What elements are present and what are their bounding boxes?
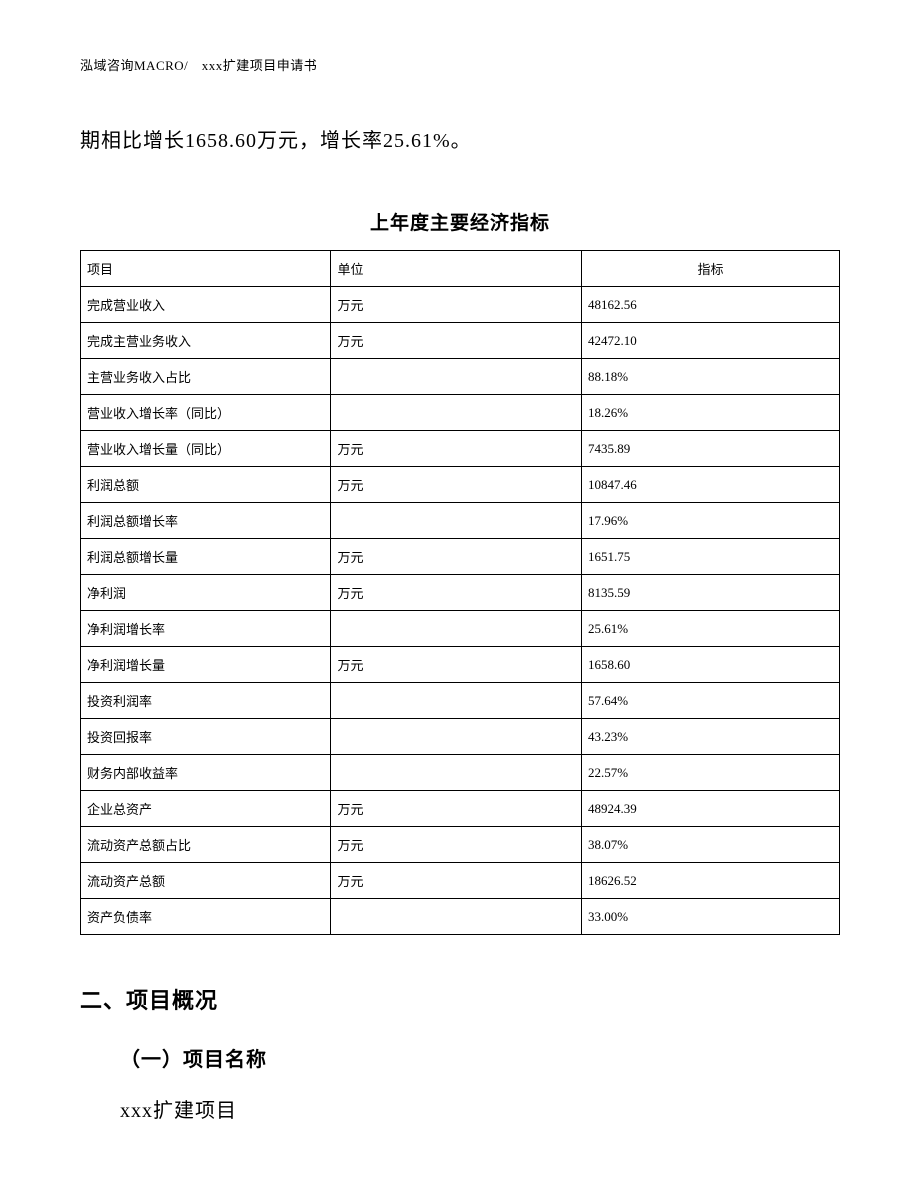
table-row: 完成营业收入万元48162.56 [81,287,840,323]
cell-value: 10847.46 [581,467,839,503]
cell-value: 18.26% [581,395,839,431]
cell-unit: 万元 [331,539,581,575]
cell-project-name: 企业总资产 [81,791,331,827]
cell-project-name: 净利润 [81,575,331,611]
financial-indicators-table: 项目 单位 指标 完成营业收入万元48162.56完成主营业务收入万元42472… [80,250,840,935]
cell-value: 1658.60 [581,647,839,683]
table-row: 利润总额万元10847.46 [81,467,840,503]
table-row: 完成主营业务收入万元42472.10 [81,323,840,359]
project-name-text: xxx扩建项目 [120,1094,840,1123]
cell-unit: 万元 [331,287,581,323]
cell-value: 48924.39 [581,791,839,827]
cell-unit: 万元 [331,827,581,863]
cell-unit [331,395,581,431]
cell-unit: 万元 [331,323,581,359]
cell-project-name: 主营业务收入占比 [81,359,331,395]
cell-value: 1651.75 [581,539,839,575]
cell-project-name: 净利润增长率 [81,611,331,647]
page-content: 泓域咨询MACRO/ xxx扩建项目申请书 期相比增长1658.60万元，增长率… [0,0,920,1163]
cell-value: 57.64% [581,683,839,719]
table-row: 流动资产总额万元18626.52 [81,863,840,899]
cell-project-name: 流动资产总额 [81,863,331,899]
table-row: 营业收入增长量（同比）万元7435.89 [81,431,840,467]
cell-unit: 万元 [331,431,581,467]
document-header: 泓域咨询MACRO/ xxx扩建项目申请书 [80,55,840,74]
table-row: 财务内部收益率 22.57% [81,755,840,791]
cell-value: 22.57% [581,755,839,791]
table-header-row: 项目 单位 指标 [81,251,840,287]
cell-unit [331,899,581,935]
cell-project-name: 资产负债率 [81,899,331,935]
table-row: 利润总额增长率 17.96% [81,503,840,539]
cell-value: 17.96% [581,503,839,539]
table-row: 资产负债率 33.00% [81,899,840,935]
cell-project-name: 利润总额增长量 [81,539,331,575]
table-row: 利润总额增长量万元1651.75 [81,539,840,575]
cell-unit [331,755,581,791]
cell-unit: 万元 [331,575,581,611]
table-row: 主营业务收入占比 88.18% [81,359,840,395]
cell-value: 48162.56 [581,287,839,323]
cell-value: 25.61% [581,611,839,647]
cell-unit [331,683,581,719]
cell-project-name: 完成营业收入 [81,287,331,323]
table-row: 企业总资产万元48924.39 [81,791,840,827]
cell-unit [331,719,581,755]
cell-value: 18626.52 [581,863,839,899]
cell-value: 42472.10 [581,323,839,359]
cell-unit: 万元 [331,467,581,503]
cell-unit [331,359,581,395]
cell-value: 38.07% [581,827,839,863]
column-header-unit: 单位 [331,251,581,287]
cell-value: 33.00% [581,899,839,935]
cell-project-name: 投资回报率 [81,719,331,755]
cell-project-name: 完成主营业务收入 [81,323,331,359]
table-row: 流动资产总额占比万元38.07% [81,827,840,863]
cell-project-name: 营业收入增长量（同比） [81,431,331,467]
cell-unit [331,611,581,647]
cell-value: 43.23% [581,719,839,755]
table-row: 净利润增长率 25.61% [81,611,840,647]
cell-unit: 万元 [331,647,581,683]
table-title: 上年度主要经济指标 [80,208,840,235]
table-row: 投资利润率 57.64% [81,683,840,719]
table-row: 投资回报率 43.23% [81,719,840,755]
table-row: 净利润万元8135.59 [81,575,840,611]
column-header-project: 项目 [81,251,331,287]
cell-unit: 万元 [331,863,581,899]
subsection-heading: （一）项目名称 [120,1043,840,1072]
cell-project-name: 净利润增长量 [81,647,331,683]
cell-value: 88.18% [581,359,839,395]
section-heading: 二、项目概况 [80,983,840,1015]
table-row: 净利润增长量万元1658.60 [81,647,840,683]
column-header-indicator: 指标 [581,251,839,287]
cell-project-name: 流动资产总额占比 [81,827,331,863]
cell-unit: 万元 [331,791,581,827]
cell-project-name: 投资利润率 [81,683,331,719]
table-row: 营业收入增长率（同比） 18.26% [81,395,840,431]
cell-project-name: 利润总额 [81,467,331,503]
body-paragraph: 期相比增长1658.60万元，增长率25.61%。 [80,124,840,153]
cell-project-name: 营业收入增长率（同比） [81,395,331,431]
cell-project-name: 财务内部收益率 [81,755,331,791]
cell-project-name: 利润总额增长率 [81,503,331,539]
cell-unit [331,503,581,539]
cell-value: 8135.59 [581,575,839,611]
cell-value: 7435.89 [581,431,839,467]
